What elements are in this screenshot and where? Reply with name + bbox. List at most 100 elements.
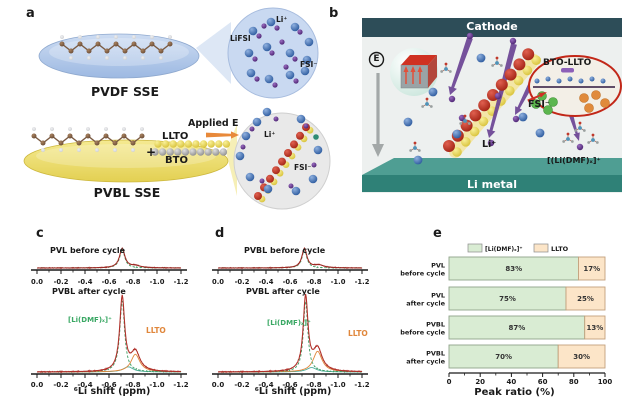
li-metal-label: Li metal xyxy=(467,178,517,191)
nmr-spectrum-pvl-before-cycle: 0.0 -0.2 -0.4 -0.6 -0.8 -1.0 -1.2 xyxy=(31,246,189,286)
fsi-sphere xyxy=(452,129,462,139)
x-axis-tick-label: -1.0 xyxy=(331,278,346,286)
cathode-label: Cathode xyxy=(466,20,518,33)
bar-value-label: 70% xyxy=(495,353,512,361)
x-axis-tick-label: 40 xyxy=(507,378,517,386)
li-sphere xyxy=(266,17,276,27)
anion-sphere xyxy=(292,56,298,62)
inset-bottom-fsi-label: FSI⁻ xyxy=(294,163,312,172)
bar-value-label: 17% xyxy=(583,265,600,273)
llto-annotation: LLTO xyxy=(146,326,166,335)
spectrum-title: PVL before cycle xyxy=(50,246,126,255)
x-axis-tick-label: -1.2 xyxy=(354,381,369,389)
li-dmf-sphere xyxy=(494,92,502,100)
llto-bead-b xyxy=(478,116,489,127)
bto-cube-side xyxy=(428,55,437,88)
bto-label: BTO xyxy=(165,155,188,166)
x-axis-tick-label: -0.6 xyxy=(282,381,297,389)
pendant-atom-hl xyxy=(122,127,126,131)
molecule-atom xyxy=(582,129,586,132)
bar-category-label: PVL xyxy=(431,262,445,270)
bto-llto-bead-b xyxy=(478,99,491,112)
x-axis-tick-label: 80 xyxy=(569,378,579,386)
pendant-atom-hl xyxy=(69,56,73,60)
molecule-atom xyxy=(587,141,591,144)
pendant-atom-hl xyxy=(114,35,118,39)
bto-bead xyxy=(204,148,212,156)
nmr-curve-3 xyxy=(217,293,363,374)
li-migration-arrow xyxy=(568,114,580,141)
inset-li-sphere xyxy=(567,76,573,82)
carbon-atom xyxy=(40,140,46,146)
bto-bead xyxy=(196,148,205,156)
bar-segment-llto xyxy=(584,315,606,340)
x-axis-tick-label: -1.0 xyxy=(150,278,165,286)
molecule-atom xyxy=(409,149,413,152)
bto-llto-bead-b xyxy=(443,140,455,152)
carbon-atom xyxy=(86,48,92,54)
llto-bead-b xyxy=(531,55,541,65)
molecule-center xyxy=(413,146,417,150)
li-sphere xyxy=(262,42,272,52)
bar-segment-llto xyxy=(557,344,606,369)
bar-category-label: PVL xyxy=(431,292,445,300)
molecule-center xyxy=(578,126,582,130)
pendant-atom-hl xyxy=(168,35,172,39)
carbon-atom xyxy=(130,140,136,146)
x-axis-tick-label: 60 xyxy=(538,378,548,386)
molecule-atom xyxy=(448,70,452,73)
e-field-arrow-head xyxy=(372,144,384,157)
molecule-atom xyxy=(417,149,421,152)
nmr-spectrum-pvbl-after-cycle-2: 0.0 -0.2 -0.4 -0.6 -0.8 -1.0 -1.2 xyxy=(212,293,370,389)
bar-segment-llto xyxy=(578,256,606,281)
x-axis-tick-label: -1.0 xyxy=(149,381,164,389)
bto-cube-top xyxy=(401,55,437,65)
molecule-atom xyxy=(444,62,448,66)
anion-sphere xyxy=(269,50,275,56)
llto-bead-b xyxy=(452,147,462,157)
pendant-atom-hl xyxy=(41,148,45,152)
x-axis-tick-label: 20 xyxy=(475,378,485,386)
pendant-atom-hl xyxy=(105,56,109,60)
inset-li-sphere xyxy=(556,78,562,84)
molecule-atom xyxy=(499,64,503,67)
e-field-symbol: E xyxy=(373,54,380,64)
nmr-curve-3 xyxy=(36,294,182,374)
li-sphere xyxy=(302,55,312,65)
bto-bead xyxy=(151,148,159,156)
x-axis-tick-label: -0.6 xyxy=(283,278,298,286)
molecule-atom xyxy=(495,56,499,60)
anion-sphere xyxy=(311,162,317,168)
applied-e-label: Applied E xyxy=(188,118,239,129)
spectrum-title: PVBL before cycle xyxy=(244,246,326,255)
llto-crystal xyxy=(548,97,558,107)
nmr-curve-2 xyxy=(37,300,182,374)
anion-sphere xyxy=(297,29,303,35)
e-field-circle xyxy=(368,51,385,68)
teal-sphere xyxy=(313,134,319,140)
molecule-atom xyxy=(459,122,463,125)
bto-llto-bead-b xyxy=(513,58,526,71)
bto-llto-bead-b xyxy=(522,48,535,61)
pendant-atom-hl xyxy=(96,35,100,39)
llto-bead-b xyxy=(469,126,480,137)
carbon-atom xyxy=(68,48,74,54)
bto-crystal xyxy=(579,93,589,103)
anion-sphere xyxy=(283,64,289,70)
anion-sphere xyxy=(259,178,265,184)
carbon-atom xyxy=(131,41,137,47)
x-axis-tick-label: -0.4 xyxy=(258,381,273,389)
anion-sphere xyxy=(273,116,279,122)
inset-bottom-li-label: Li⁺ xyxy=(264,130,276,139)
legend-swatch-lidmf xyxy=(467,243,483,253)
carbon-atom xyxy=(139,133,145,139)
carbon-atom xyxy=(167,41,173,47)
li-dmf-sphere xyxy=(576,143,584,151)
llto-bead-b xyxy=(461,137,471,147)
molecule-atom xyxy=(578,121,582,125)
x-axis-tick-label: 0.0 xyxy=(31,278,43,286)
anion-sphere xyxy=(252,56,258,62)
li-sphere xyxy=(308,174,318,184)
bar-category-label: after cycle xyxy=(406,358,445,366)
